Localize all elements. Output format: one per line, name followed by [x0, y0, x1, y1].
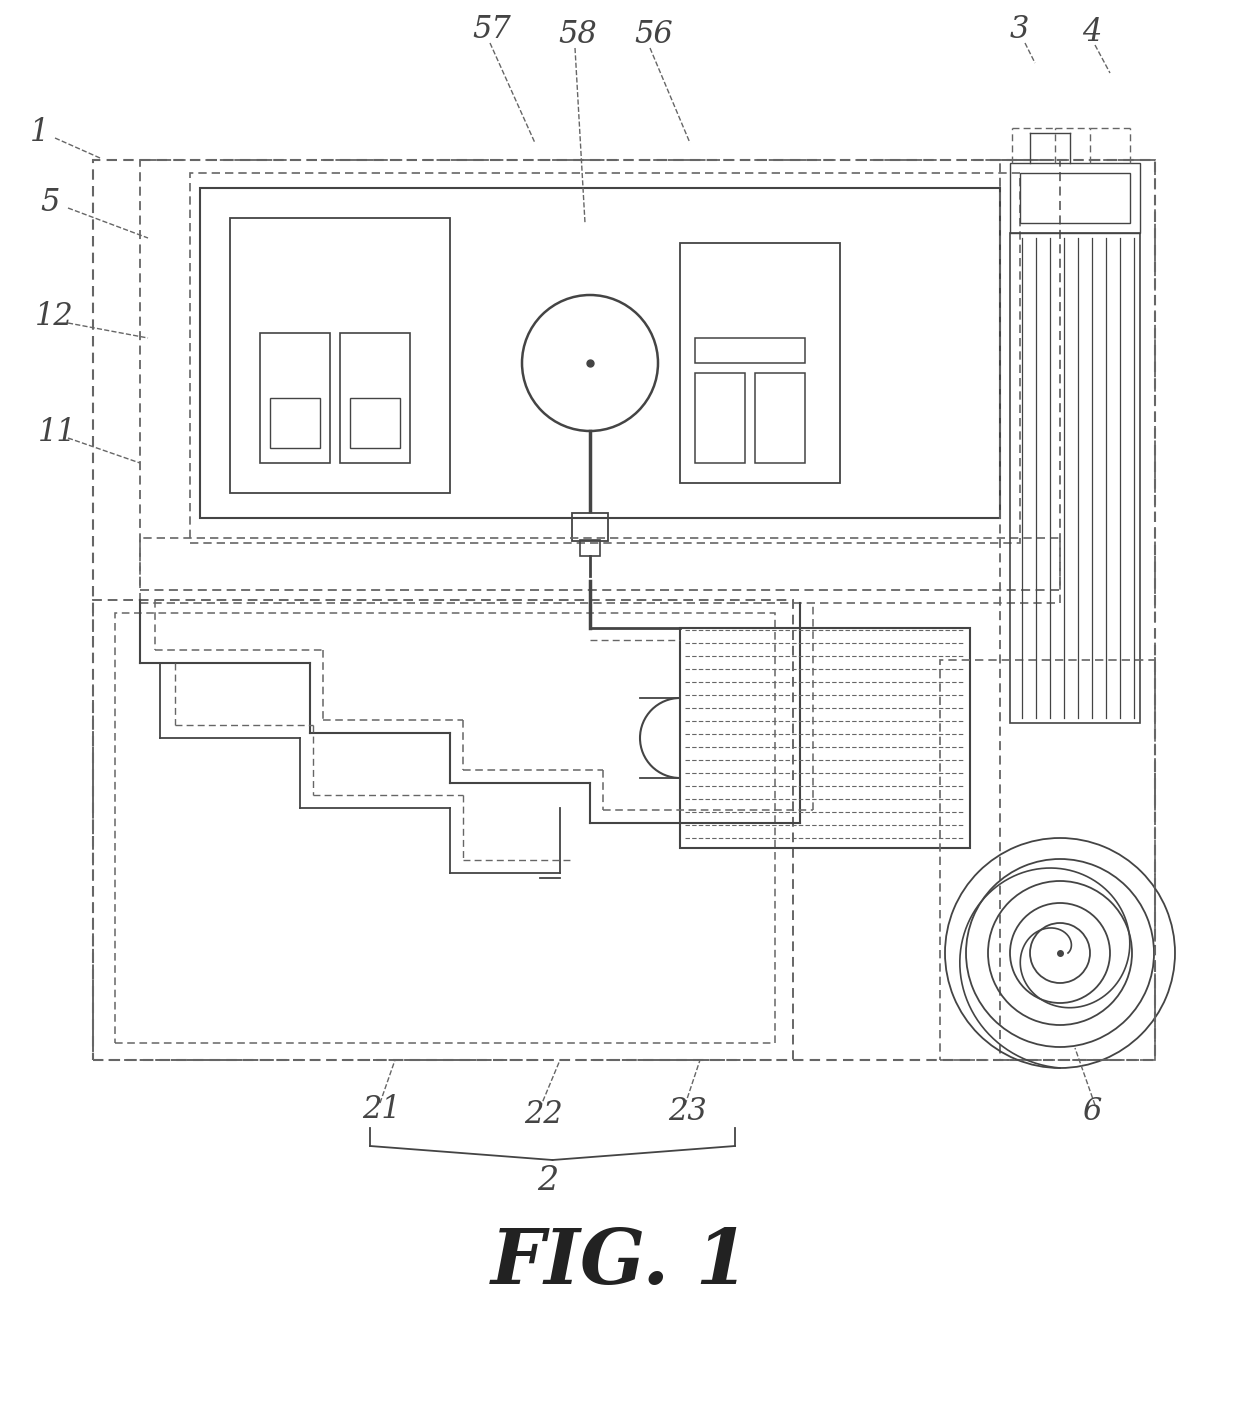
Bar: [572, 514, 608, 541]
Bar: [140, 538, 1060, 603]
Bar: [200, 188, 999, 518]
Text: 1: 1: [30, 117, 50, 148]
Text: 58: 58: [558, 18, 596, 50]
Bar: [340, 333, 410, 462]
Bar: [93, 159, 1154, 1060]
Text: FIG. 1: FIG. 1: [491, 1227, 749, 1301]
Text: 4: 4: [1083, 17, 1101, 48]
Bar: [140, 159, 1060, 591]
Bar: [755, 373, 805, 462]
Text: 6: 6: [1083, 1096, 1101, 1127]
Bar: [190, 174, 1021, 544]
Bar: [999, 159, 1154, 1060]
Bar: [680, 628, 970, 848]
Text: 11: 11: [38, 417, 77, 448]
Bar: [694, 373, 745, 462]
Bar: [1011, 164, 1140, 233]
Bar: [260, 333, 330, 462]
Bar: [680, 243, 839, 482]
Text: 23: 23: [668, 1096, 707, 1127]
Bar: [350, 398, 401, 448]
Bar: [1011, 233, 1140, 723]
Text: 56: 56: [634, 18, 673, 50]
Bar: [1021, 174, 1130, 223]
Text: 2: 2: [537, 1165, 559, 1197]
Bar: [270, 398, 320, 448]
Text: 21: 21: [362, 1094, 401, 1126]
Bar: [940, 660, 1154, 1060]
Bar: [694, 339, 805, 363]
Text: 57: 57: [472, 14, 511, 46]
Text: 22: 22: [525, 1099, 563, 1130]
Text: 12: 12: [35, 302, 73, 332]
Bar: [580, 539, 600, 556]
Bar: [229, 218, 450, 492]
Text: 5: 5: [40, 186, 60, 218]
Text: 3: 3: [1011, 14, 1029, 46]
Bar: [115, 613, 775, 1043]
Bar: [93, 601, 794, 1060]
